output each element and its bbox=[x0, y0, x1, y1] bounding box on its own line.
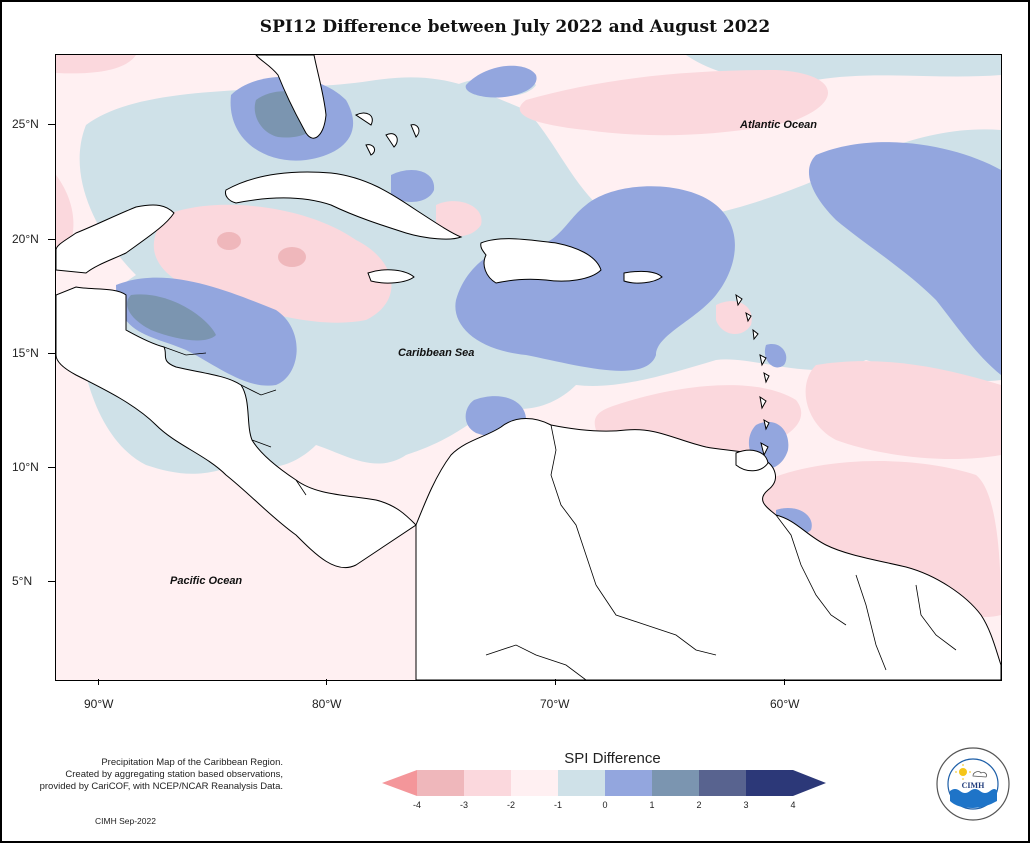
legend-tick-label: -2 bbox=[506, 800, 516, 810]
legend-tick-label: 2 bbox=[696, 800, 702, 810]
legend-swatch-m1 bbox=[511, 770, 558, 796]
lon-tick bbox=[555, 679, 556, 685]
sun-icon bbox=[959, 768, 967, 776]
map-panel: Atlantic Ocean Caribbean Sea Pacific Oce… bbox=[55, 54, 1002, 681]
lat-tick bbox=[48, 581, 55, 582]
lon-tick bbox=[98, 679, 99, 685]
legend-swatch-m4 bbox=[382, 770, 417, 796]
credits-line-2: Created by aggregating station based obs… bbox=[65, 769, 283, 780]
legend-tick-label: -1 bbox=[553, 800, 563, 810]
legend-tick-label: -3 bbox=[459, 800, 469, 810]
lon-tick bbox=[326, 679, 327, 685]
lon-label-80w: 80°W bbox=[312, 697, 342, 711]
lat-label-15n: 15°N bbox=[12, 346, 39, 360]
map-title: SPI12 Difference between July 2022 and A… bbox=[259, 17, 771, 37]
lon-label-90w: 90°W bbox=[84, 697, 114, 711]
spi-map bbox=[56, 55, 1001, 680]
logo-text: CIMH bbox=[962, 781, 985, 790]
lat-tick bbox=[48, 239, 55, 240]
waves-icon bbox=[950, 789, 997, 808]
lat-label-5n: 5°N bbox=[12, 574, 33, 588]
label-atlantic-ocean: Atlantic Ocean bbox=[740, 119, 818, 131]
legend-colorbar bbox=[382, 770, 826, 796]
map-credits: Precipitation Map of the Caribbean Regio… bbox=[8, 757, 283, 793]
land-masses bbox=[56, 55, 1001, 680]
label-pacific-ocean: Pacific Ocean bbox=[170, 575, 243, 587]
legend-swatch-4 bbox=[746, 770, 826, 796]
legend-swatch-m3 bbox=[417, 770, 464, 796]
lat-label-25n: 25°N bbox=[12, 117, 39, 131]
lon-label-70w: 70°W bbox=[540, 697, 570, 711]
label-caribbean-sea: Caribbean Sea bbox=[398, 347, 475, 359]
lon-tick bbox=[784, 679, 785, 685]
legend-tick-label: -4 bbox=[412, 800, 422, 810]
legend-swatch-m2 bbox=[464, 770, 511, 796]
cimh-logo: CIMH bbox=[936, 747, 1010, 821]
lat-tick bbox=[48, 467, 55, 468]
lat-tick bbox=[48, 353, 55, 354]
legend-swatch-3 bbox=[699, 770, 746, 796]
legend-tick-label: 0 bbox=[602, 800, 608, 810]
lat-tick bbox=[48, 124, 55, 125]
footer-note: CIMH Sep-2022 bbox=[95, 816, 156, 826]
lat-label-20n: 20°N bbox=[12, 232, 39, 246]
legend-swatch-0 bbox=[558, 770, 605, 796]
credits-line-3: provided by CariCOF, with NCEP/NCAR Rean… bbox=[39, 781, 283, 792]
legend-swatch-2 bbox=[652, 770, 699, 796]
legend-swatch-1 bbox=[605, 770, 652, 796]
lat-label-10n: 10°N bbox=[12, 460, 39, 474]
spi-minus-three-spots bbox=[217, 232, 306, 267]
legend-tick-label: 4 bbox=[790, 800, 796, 810]
credits-line-1: Precipitation Map of the Caribbean Regio… bbox=[101, 757, 283, 768]
legend-tick-label: 1 bbox=[649, 800, 655, 810]
legend-tick-label: 3 bbox=[743, 800, 749, 810]
legend-title: SPI Difference bbox=[564, 750, 661, 767]
lon-label-60w: 60°W bbox=[770, 697, 800, 711]
country-borders bbox=[125, 295, 957, 680]
cloud-icon bbox=[972, 771, 987, 778]
spi-one-to-two-regions bbox=[116, 65, 1001, 537]
